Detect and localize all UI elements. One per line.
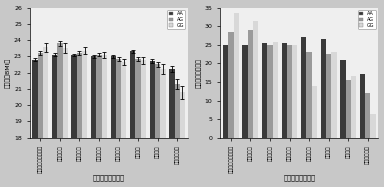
Legend: AA, AG, GG: AA, AG, GG <box>167 10 185 29</box>
Bar <box>326 54 331 138</box>
Bar <box>150 61 155 187</box>
Bar <box>32 60 38 187</box>
Bar <box>331 52 336 138</box>
Bar <box>312 86 317 138</box>
Bar <box>360 74 365 138</box>
Y-axis label: 肥満の割合（％）: 肥満の割合（％） <box>196 58 202 88</box>
Bar <box>223 45 228 138</box>
Bar <box>155 65 160 187</box>
Bar <box>52 55 57 187</box>
Bar <box>306 52 312 138</box>
Bar <box>141 60 146 187</box>
Bar <box>102 55 107 187</box>
Bar <box>96 55 102 187</box>
Bar <box>121 62 126 187</box>
Bar <box>292 45 298 138</box>
Bar <box>242 45 248 138</box>
Bar <box>365 93 370 138</box>
Bar <box>77 53 82 187</box>
Bar <box>160 69 166 187</box>
Bar <box>38 53 43 187</box>
Bar <box>180 92 185 187</box>
Bar <box>273 42 278 138</box>
Bar <box>301 37 306 138</box>
X-axis label: ニンジン摄取頻度: ニンジン摄取頻度 <box>93 175 125 181</box>
Bar <box>253 21 258 138</box>
Bar <box>82 51 87 187</box>
Bar <box>71 55 77 187</box>
Legend: AA, AG, GG: AA, AG, GG <box>358 10 376 29</box>
Bar <box>111 56 116 187</box>
Bar <box>233 13 239 138</box>
Bar <box>262 43 267 138</box>
Y-axis label: 肥満度（BMI）: 肥満度（BMI） <box>5 57 11 88</box>
Bar <box>340 60 346 138</box>
Bar <box>136 59 141 187</box>
Bar <box>63 48 68 187</box>
Bar <box>169 69 174 187</box>
Bar <box>287 45 292 138</box>
Bar <box>281 43 287 138</box>
Bar <box>346 80 351 138</box>
Bar <box>228 32 233 138</box>
Bar <box>91 56 96 187</box>
Bar <box>321 39 326 138</box>
Bar <box>130 51 136 187</box>
Bar <box>267 45 273 138</box>
X-axis label: ニンジン摄取頻度: ニンジン摄取頻度 <box>283 175 315 181</box>
Bar <box>57 43 63 187</box>
Bar <box>116 59 121 187</box>
Bar <box>174 84 180 187</box>
Bar <box>43 47 48 187</box>
Bar <box>370 114 376 138</box>
Bar <box>248 30 253 138</box>
Bar <box>351 76 356 138</box>
